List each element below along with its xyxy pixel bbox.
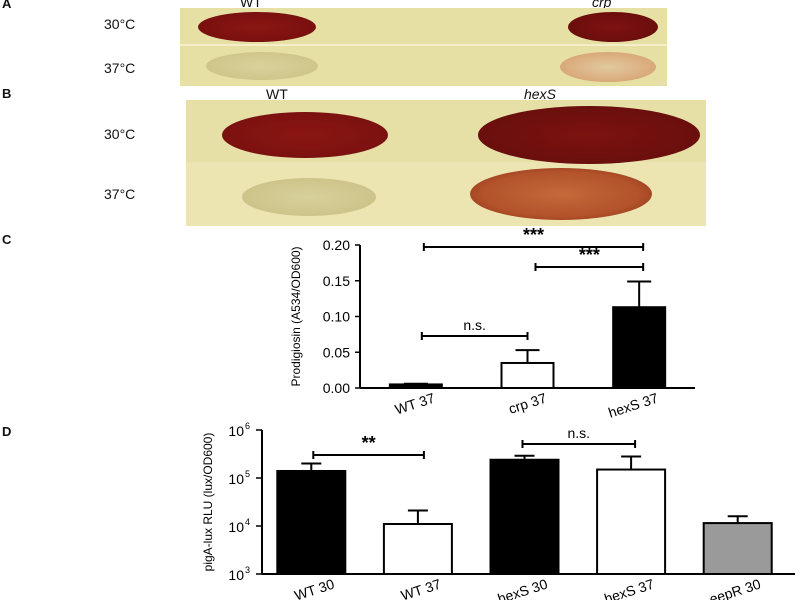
x-tick-label-d-4: eepR 30 [707, 576, 762, 600]
y-tick-label-c: 0.00 [323, 380, 350, 396]
colony-wt-30 [198, 12, 316, 42]
panel-c-label: C [2, 232, 12, 247]
panel-a-temp-37: 37°C [104, 60, 136, 76]
y-tick-label-d: 10 [228, 519, 244, 535]
y-tick-exp-d: 3 [245, 565, 250, 575]
x-tick-label-d-0: WT 30 [292, 576, 336, 600]
panel-a-strain-wt: WT [240, 0, 262, 10]
colony-wt-37 [206, 52, 318, 80]
bar-d-3 [596, 468, 667, 575]
y-tick-label-d: 10 [228, 567, 244, 583]
y-tick-label-c: 0.15 [323, 273, 350, 289]
y-tick-exp-d: 6 [245, 421, 250, 431]
y-tick-label-d: 10 [228, 471, 244, 487]
sig-label-c-0: n.s. [463, 317, 486, 333]
sig-label-c-2: *** [523, 225, 544, 245]
bar-d-2 [489, 458, 560, 575]
colony-wt-37-b [242, 178, 376, 216]
sig-label-d-1: n.s. [568, 425, 591, 441]
y-tick-label-d: 10 [228, 423, 244, 439]
panel-b-temp-37: 37°C [104, 186, 136, 202]
y-tick-label-c: 0.05 [323, 344, 350, 360]
x-tick-label-d-1: WT 37 [399, 576, 443, 600]
panel-d-label: D [2, 424, 12, 439]
y-tick-label-c: 0.10 [323, 309, 350, 325]
panel-a-plate-image [180, 8, 667, 86]
panel-a-label: A [2, 0, 12, 11]
colony-wt-30-b [222, 112, 388, 158]
panel-a-temp-30: 30°C [104, 16, 136, 32]
colony-crp-30 [568, 12, 658, 42]
panel-b-plate-image [186, 100, 706, 226]
panel-b-label: B [2, 86, 12, 101]
bar-c-1 [500, 361, 555, 390]
colony-hexs-30 [478, 106, 700, 164]
bar-d-4 [702, 522, 773, 575]
bar-c-2 [612, 306, 667, 389]
panel-b-temp-30: 30°C [104, 126, 136, 142]
bar-d-0 [276, 469, 347, 575]
sig-label-c-1: *** [579, 245, 600, 265]
x-tick-label-d-3: hexS 37 [602, 576, 656, 600]
y-tick-label-c: 0.20 [323, 237, 350, 253]
panel-b-strain-hexs: hexS [524, 86, 556, 102]
sig-label-d-0: ** [362, 433, 376, 453]
bar-d-1 [382, 523, 453, 575]
y-tick-exp-d: 5 [245, 469, 250, 479]
colony-hexs-37 [470, 168, 652, 220]
colony-crp-37 [560, 52, 656, 82]
panel-a-strain-crp: crp [592, 0, 612, 10]
y-axis-title-c: Prodigiosin (A534/OD600) [289, 246, 303, 386]
y-tick-exp-d: 4 [245, 517, 250, 527]
y-axis-title-d: pigA-lux RLU (lux/OD600) [201, 433, 215, 572]
panel-b-strain-wt: WT [266, 86, 288, 102]
x-tick-label-d-2: hexS 30 [496, 576, 550, 600]
